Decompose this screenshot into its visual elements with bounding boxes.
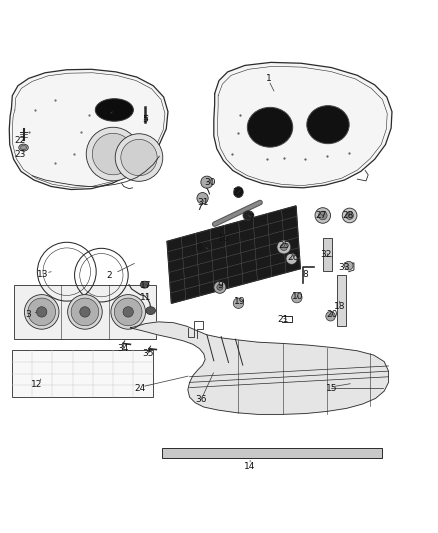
Circle shape: [280, 244, 287, 251]
Text: 18: 18: [334, 302, 346, 311]
Ellipse shape: [307, 106, 349, 144]
Text: 21: 21: [277, 315, 289, 324]
Circle shape: [115, 134, 163, 181]
Ellipse shape: [234, 187, 243, 198]
Text: 17: 17: [140, 281, 151, 290]
Polygon shape: [131, 322, 389, 414]
Text: 33: 33: [339, 263, 350, 272]
Text: 16: 16: [219, 234, 230, 243]
Bar: [12, 350, 153, 397]
Bar: [337, 275, 346, 326]
Text: 32: 32: [321, 250, 332, 259]
Circle shape: [201, 176, 213, 188]
Polygon shape: [214, 62, 392, 188]
Circle shape: [71, 298, 99, 326]
Text: 5: 5: [143, 115, 148, 124]
Text: 28: 28: [342, 211, 353, 220]
Ellipse shape: [140, 281, 149, 288]
Text: 24: 24: [134, 384, 146, 393]
Circle shape: [217, 284, 223, 290]
Text: 3: 3: [25, 310, 31, 319]
Text: 34: 34: [117, 344, 129, 353]
Circle shape: [80, 306, 90, 317]
Ellipse shape: [243, 211, 254, 220]
Text: 23: 23: [14, 150, 26, 159]
Circle shape: [344, 261, 353, 270]
Ellipse shape: [21, 146, 27, 150]
Text: 8: 8: [303, 270, 308, 279]
Text: 26: 26: [288, 253, 299, 262]
Circle shape: [28, 298, 56, 326]
Ellipse shape: [95, 99, 134, 121]
Circle shape: [123, 306, 134, 317]
Text: 29: 29: [233, 188, 244, 197]
Text: 15: 15: [326, 384, 337, 393]
Circle shape: [214, 281, 226, 293]
Circle shape: [315, 208, 331, 223]
Circle shape: [342, 208, 357, 223]
Circle shape: [292, 293, 302, 303]
Text: 11: 11: [140, 293, 151, 302]
Circle shape: [326, 311, 336, 321]
Circle shape: [67, 295, 102, 329]
Circle shape: [346, 212, 353, 220]
Ellipse shape: [247, 107, 293, 147]
Text: 6: 6: [197, 243, 202, 252]
Text: 7: 7: [248, 214, 254, 223]
Text: 2: 2: [106, 271, 112, 280]
Text: 22: 22: [14, 136, 26, 145]
Text: 19: 19: [234, 297, 246, 306]
Text: 36: 36: [195, 395, 207, 404]
Circle shape: [111, 295, 145, 329]
Text: 4: 4: [102, 109, 107, 117]
Bar: [323, 238, 332, 271]
Text: 27: 27: [315, 211, 326, 220]
Circle shape: [114, 298, 142, 326]
Circle shape: [86, 127, 140, 181]
Circle shape: [25, 295, 59, 329]
Bar: [162, 448, 382, 458]
Text: 30: 30: [205, 177, 216, 187]
Circle shape: [36, 306, 47, 317]
Ellipse shape: [19, 144, 28, 151]
Circle shape: [197, 192, 208, 204]
Text: 10: 10: [292, 292, 304, 301]
Circle shape: [318, 211, 327, 220]
Circle shape: [277, 240, 291, 254]
Text: 13: 13: [37, 270, 48, 279]
Text: 9: 9: [217, 281, 223, 290]
Circle shape: [286, 253, 297, 264]
Text: 31: 31: [197, 198, 208, 207]
Polygon shape: [9, 69, 168, 190]
Circle shape: [92, 133, 134, 175]
Text: 25: 25: [278, 241, 290, 250]
Text: 1: 1: [266, 74, 272, 83]
Text: 12: 12: [31, 379, 42, 389]
Bar: [14, 285, 156, 339]
Circle shape: [233, 298, 244, 309]
Circle shape: [121, 139, 157, 176]
Ellipse shape: [146, 306, 155, 314]
Text: 14: 14: [244, 462, 256, 471]
Polygon shape: [167, 206, 300, 303]
Text: 20: 20: [327, 310, 338, 319]
Text: 35: 35: [142, 349, 153, 358]
